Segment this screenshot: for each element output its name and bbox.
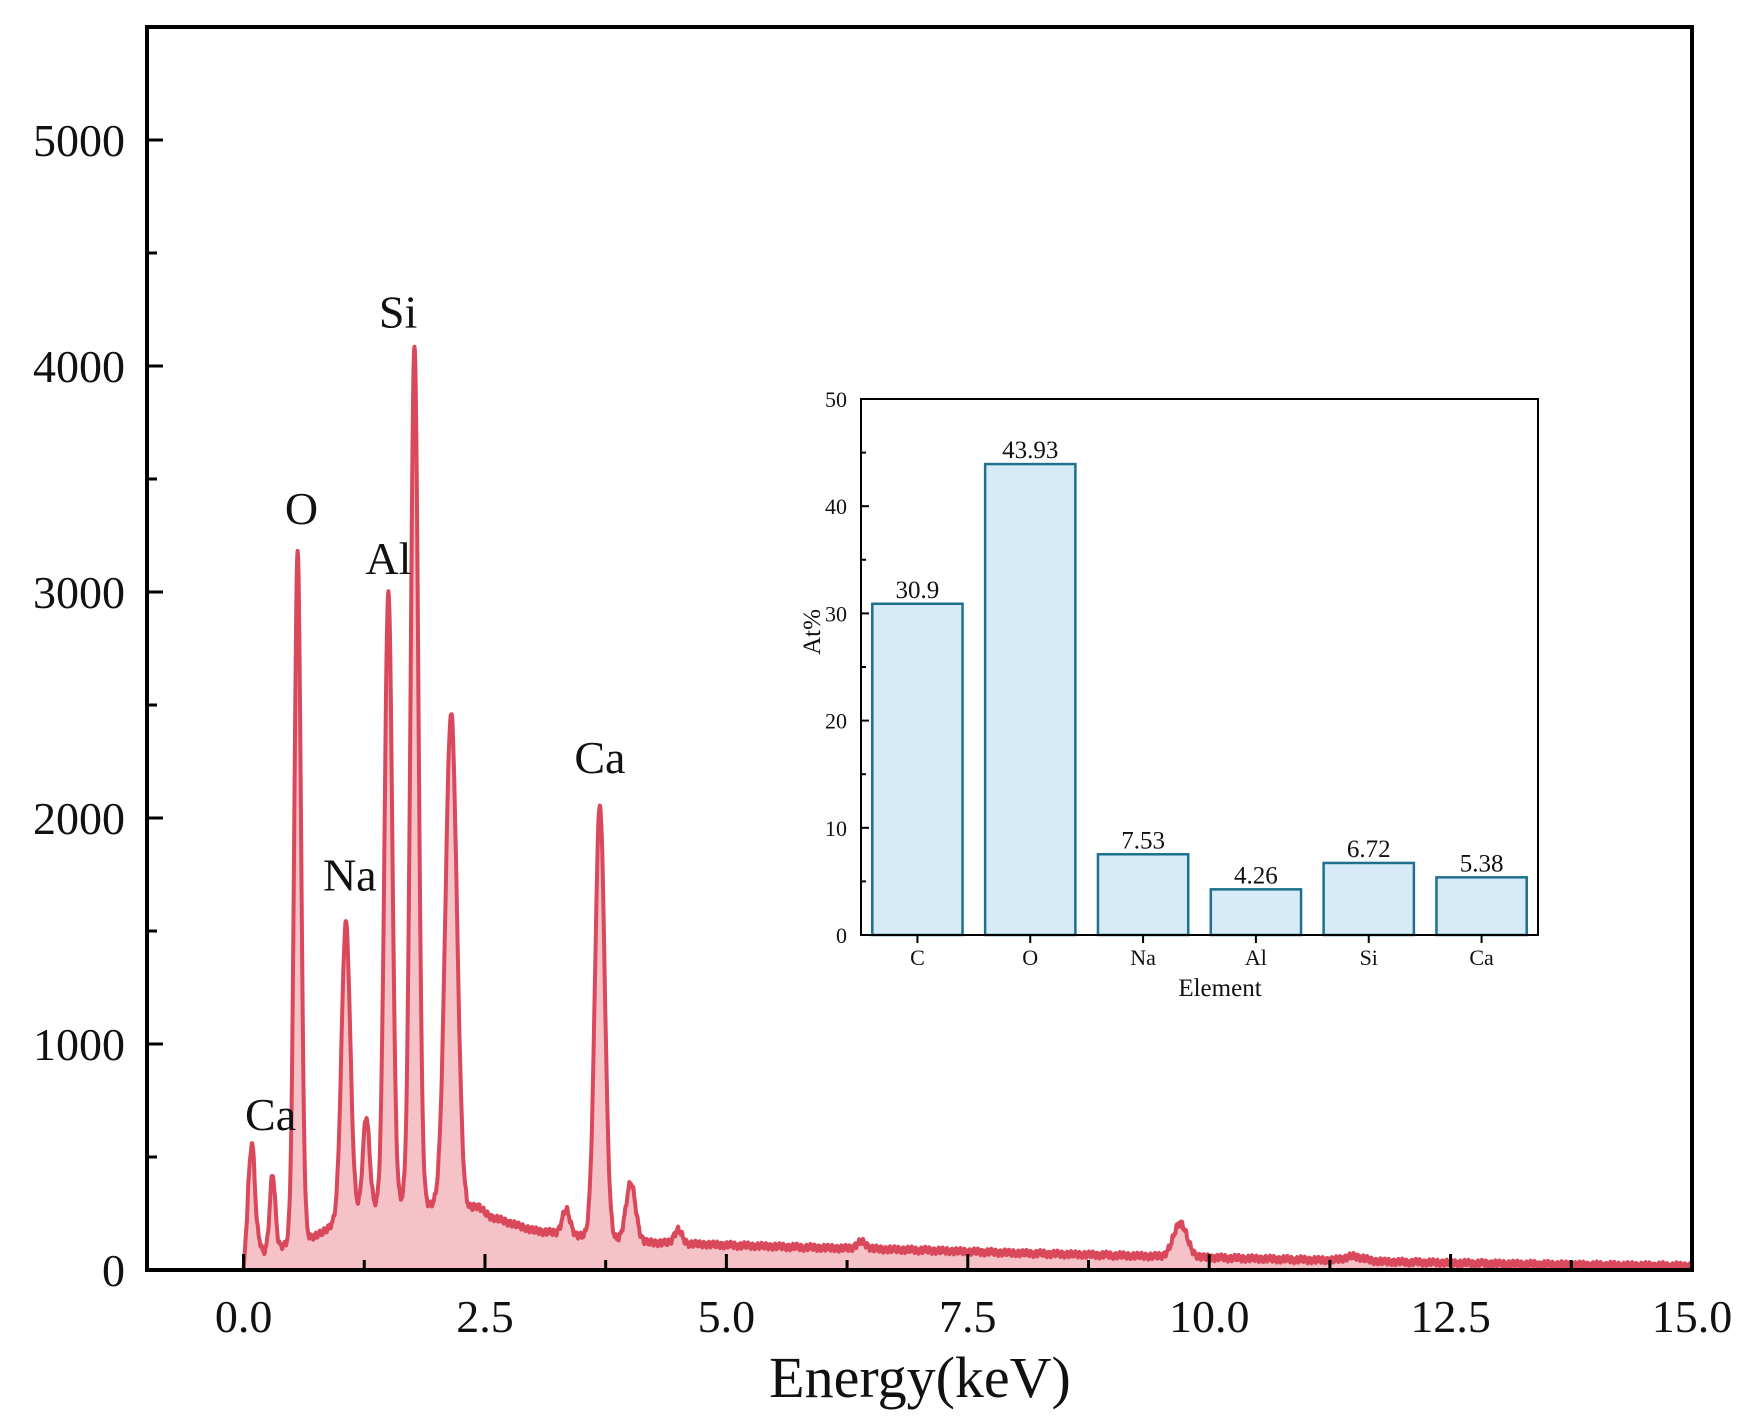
- peak-label-al: Al: [365, 533, 411, 584]
- inset-y-axis-label: At%: [799, 609, 826, 655]
- inset-bar-na: [1096, 853, 1190, 937]
- inset-x-tick-label: Al: [1245, 945, 1267, 970]
- inset-bar-value-label: 4.26: [1234, 862, 1278, 889]
- main-y-axis: 0 1000 2000 3000 4000 5000: [33, 25, 163, 1296]
- main-y-tick-label: 0: [102, 1245, 125, 1296]
- inset-y-tick-label: 0: [836, 923, 847, 948]
- main-y-tick-label: 3000: [33, 567, 125, 618]
- inset-bar-value-label: 6.72: [1347, 836, 1391, 863]
- main-x-tick-label: 10.0: [1169, 1291, 1250, 1342]
- peak-annotations: Ca O Na Al Si Ca: [245, 287, 625, 1140]
- main-y-tick-label: 1000: [33, 1019, 125, 1070]
- spectrum-layer: [227, 344, 1694, 1272]
- spectrum-line: [227, 344, 1694, 1272]
- inset-x-axis: C O Na Al Si Ca: [910, 935, 1494, 970]
- inset-x-tick-label: O: [1022, 945, 1038, 970]
- inset-y-axis: 0 10 20 30 40 50: [825, 387, 869, 948]
- inset-bar-chart: 30.9 43.93 7.53 4.26 6.72 5.38 0 10 20 30 40 50 C O…: [799, 387, 1539, 1002]
- inset-x-axis-label: Element: [1178, 975, 1261, 1002]
- inset-x-tick-label: C: [910, 945, 925, 970]
- inset-x-tick-label: Na: [1130, 945, 1156, 970]
- main-x-tick-label: 5.0: [698, 1291, 756, 1342]
- inset-y-tick-label: 10: [825, 816, 847, 841]
- main-y-tick-label: 4000: [33, 341, 125, 392]
- inset-bar-o: [983, 462, 1077, 937]
- peak-label-o: O: [285, 483, 318, 534]
- inset-y-tick-label: 40: [825, 494, 847, 519]
- main-x-tick-label: 15.0: [1652, 1291, 1733, 1342]
- peak-label-na: Na: [323, 849, 377, 900]
- main-y-tick-label: 2000: [33, 793, 125, 844]
- main-x-tick-label: 2.5: [456, 1291, 514, 1342]
- peak-label-si: Si: [379, 287, 417, 338]
- inset-bar-value-label: 43.93: [1002, 437, 1058, 464]
- inset-bars-layer: 30.9 43.93 7.53 4.26 6.72 5.38: [871, 437, 1528, 937]
- inset-bar-ca: [1435, 876, 1528, 937]
- main-x-tick-label: 0.0: [215, 1291, 273, 1342]
- inset-bar-al: [1209, 888, 1303, 937]
- main-x-tick-label: 7.5: [939, 1291, 997, 1342]
- inset-x-tick-label: Si: [1360, 945, 1378, 970]
- inset-bar-c: [871, 602, 964, 937]
- main-spectrum-plot: 0 1000 2000 3000 4000 5000 0.0 2.5 5.0 7.5 10.0 12…: [33, 25, 1732, 1410]
- inset-y-tick-label: 20: [825, 709, 847, 734]
- main-x-tick-label: 12.5: [1410, 1291, 1491, 1342]
- inset-bar-value-label: 30.9: [896, 577, 940, 604]
- main-x-axis-label: Energy(keV): [769, 1345, 1071, 1410]
- main-y-tick-label: 5000: [33, 115, 125, 166]
- peak-label-ca: Ca: [245, 1089, 296, 1140]
- inset-bar-value-label: 5.38: [1460, 850, 1504, 877]
- inset-x-tick-label: Ca: [1469, 945, 1494, 970]
- inset-bar-value-label: 7.53: [1121, 827, 1165, 854]
- inset-y-tick-label: 50: [825, 387, 847, 412]
- main-x-axis: 0.0 2.5 5.0 7.5 10.0 12.5 15.0: [215, 1254, 1732, 1342]
- inset-bar-si: [1322, 861, 1416, 937]
- inset-y-tick-label: 30: [825, 601, 847, 626]
- peak-label-ca: Ca: [574, 732, 625, 783]
- main-plot-frame: [145, 25, 1694, 1272]
